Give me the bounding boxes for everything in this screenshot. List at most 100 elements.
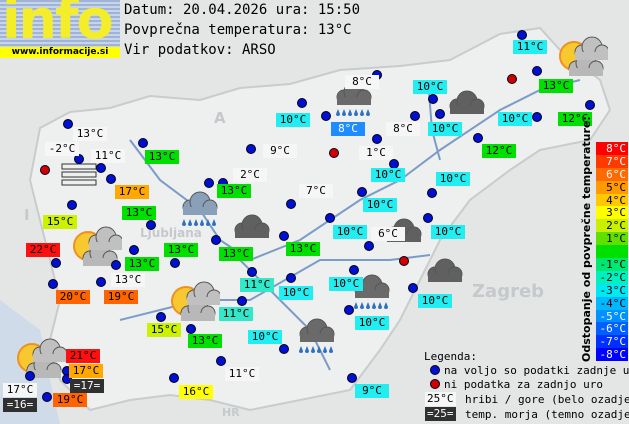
sun-cloud-icon xyxy=(17,338,66,378)
station-dot[interactable] xyxy=(63,119,73,129)
station-dot[interactable] xyxy=(146,220,156,230)
station-dot[interactable] xyxy=(129,245,139,255)
sun-cloud-icon xyxy=(73,226,122,266)
station-temperature: -2°C xyxy=(45,142,79,156)
station-temperature: 10°C xyxy=(333,225,367,239)
scale-step: 2°C xyxy=(596,219,628,232)
station-dot[interactable] xyxy=(247,267,257,277)
station-temperature: 13°C xyxy=(122,206,156,220)
dark-cloud-icon xyxy=(234,214,270,238)
station-temperature: 10°C xyxy=(428,122,462,136)
station-temperature: 15°C xyxy=(43,215,77,229)
station-temperature: 13°C xyxy=(539,79,573,93)
station-temperature: 17°C xyxy=(69,364,103,378)
scale-step: 6°C xyxy=(596,167,628,181)
station-dot[interactable] xyxy=(106,174,116,184)
legend-hill: hribi / gore (belo ozadje) xyxy=(465,393,629,406)
station-dot-missing[interactable] xyxy=(507,74,517,84)
station-temperature: 7°C xyxy=(299,184,333,198)
station-dot[interactable] xyxy=(42,392,52,402)
station-temperature: 2°C xyxy=(233,168,267,182)
station-dot[interactable] xyxy=(237,296,247,306)
station-temperature: 9°C xyxy=(355,384,389,398)
map-label-italy: I xyxy=(24,206,30,224)
station-temperature: 10°C xyxy=(329,277,363,291)
station-dot[interactable] xyxy=(138,138,148,148)
station-temperature: 10°C xyxy=(418,294,452,308)
station-temperature: 13°C xyxy=(188,334,222,348)
station-temperature: 13°C xyxy=(145,150,179,164)
station-dot[interactable] xyxy=(48,279,58,289)
station-dot[interactable] xyxy=(344,305,354,315)
station-dot[interactable] xyxy=(428,94,438,104)
station-dot[interactable] xyxy=(423,213,433,223)
station-dot[interactable] xyxy=(156,312,166,322)
station-dot[interactable] xyxy=(96,163,106,173)
station-temperature: 11°C xyxy=(91,149,125,163)
logo-url[interactable]: www.informacije.si xyxy=(0,47,120,58)
station-dot[interactable] xyxy=(211,235,221,245)
station-temperature: 15°C xyxy=(147,323,181,337)
station-temperature: 10°C xyxy=(498,112,532,126)
station-temperature: 10°C xyxy=(248,330,282,344)
scale-step: -3°C xyxy=(596,283,628,297)
map-label-croatia: HR xyxy=(222,406,240,419)
station-temperature: 1°C xyxy=(359,146,393,160)
station-dot[interactable] xyxy=(286,273,296,283)
scale-step: 5°C xyxy=(596,180,628,194)
station-temperature: 13°C xyxy=(125,257,159,271)
station-temperature: 13°C xyxy=(219,247,253,261)
station-dot[interactable] xyxy=(279,344,289,354)
station-dot[interactable] xyxy=(473,133,483,143)
station-dot[interactable] xyxy=(96,277,106,287)
station-dot-missing[interactable] xyxy=(399,256,409,266)
station-dot[interactable] xyxy=(364,241,374,251)
station-dot-missing[interactable] xyxy=(329,148,339,158)
station-temperature: 10°C xyxy=(413,80,447,94)
station-dot[interactable] xyxy=(204,178,214,188)
station-dot[interactable] xyxy=(25,371,35,381)
station-dot[interactable] xyxy=(216,356,226,366)
station-dot[interactable] xyxy=(170,258,180,268)
station-dot[interactable] xyxy=(279,231,289,241)
station-dot[interactable] xyxy=(349,265,359,275)
scale-step: -8°C xyxy=(596,348,628,361)
station-dot[interactable] xyxy=(186,324,196,334)
sun-cloud-icon xyxy=(171,281,220,321)
station-temperature: 10°C xyxy=(279,286,313,300)
station-dot-missing[interactable] xyxy=(40,165,50,175)
station-dot[interactable] xyxy=(325,213,335,223)
station-dot[interactable] xyxy=(517,30,527,40)
station-dot[interactable] xyxy=(67,200,77,210)
station-temperature: 13°C xyxy=(164,243,198,257)
station-dot[interactable] xyxy=(357,187,367,197)
station-dot[interactable] xyxy=(51,258,61,268)
station-dot[interactable] xyxy=(410,111,420,121)
station-dot[interactable] xyxy=(169,373,179,383)
station-dot[interactable] xyxy=(286,199,296,209)
station-temperature: 12°C xyxy=(558,112,592,126)
station-dot[interactable] xyxy=(532,66,542,76)
station-temperature: 10°C xyxy=(276,113,310,127)
map-label-austria: A xyxy=(214,109,226,127)
station-temperature: =17= xyxy=(70,379,104,393)
station-dot[interactable] xyxy=(427,188,437,198)
station-temperature: 11°C xyxy=(219,307,253,321)
scale-step: 7°C xyxy=(596,154,628,168)
station-dot[interactable] xyxy=(435,109,445,119)
station-dot[interactable] xyxy=(347,373,357,383)
station-dot[interactable] xyxy=(74,154,84,164)
station-dot[interactable] xyxy=(372,134,382,144)
station-dot[interactable] xyxy=(246,144,256,154)
station-dot[interactable] xyxy=(408,283,418,293)
station-dot[interactable] xyxy=(532,112,542,122)
station-dot[interactable] xyxy=(111,260,121,270)
legend-sea: temp. morja (temno ozadje) xyxy=(465,408,629,421)
station-temperature: 20°C xyxy=(56,290,90,304)
logo[interactable]: info www.informacije.si xyxy=(0,0,120,58)
station-dot[interactable] xyxy=(297,98,307,108)
station-temperature: 10°C xyxy=(355,316,389,330)
station-dot[interactable] xyxy=(585,100,595,110)
station-dot[interactable] xyxy=(321,111,331,121)
station-temperature: 10°C xyxy=(371,168,405,182)
